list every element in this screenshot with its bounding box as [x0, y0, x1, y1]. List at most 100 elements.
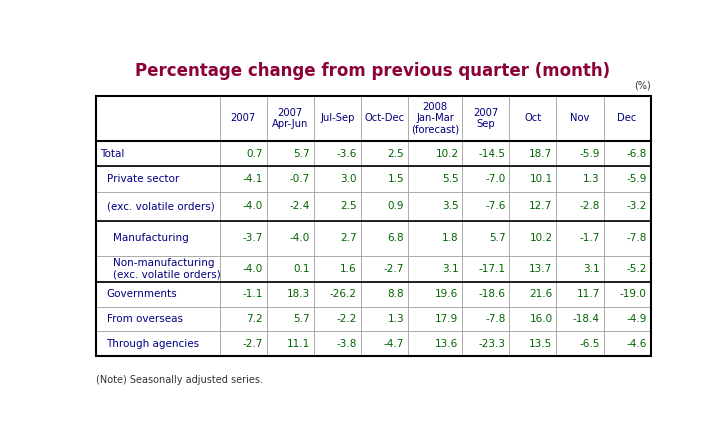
Bar	[361, 141, 408, 166]
Text: 3.1: 3.1	[442, 264, 459, 274]
Bar	[314, 166, 361, 192]
Text: -4.0: -4.0	[242, 201, 263, 211]
Text: -2.8: -2.8	[579, 201, 600, 211]
Text: Jul-Sep: Jul-Sep	[320, 113, 354, 123]
Text: -4.6: -4.6	[627, 339, 647, 349]
Bar	[97, 332, 220, 356]
Bar	[462, 166, 510, 192]
Bar	[408, 256, 462, 282]
Bar	[97, 95, 220, 141]
Text: 10.2: 10.2	[529, 233, 552, 243]
Text: -7.8: -7.8	[627, 233, 647, 243]
Bar	[603, 192, 650, 220]
Bar	[97, 220, 650, 282]
Text: 10.1: 10.1	[529, 174, 552, 184]
Text: -4.0: -4.0	[290, 233, 310, 243]
Text: 1.6: 1.6	[340, 264, 357, 274]
Bar	[266, 307, 314, 332]
Bar	[603, 307, 650, 332]
Text: 2007
Sep: 2007 Sep	[473, 108, 499, 129]
Bar	[603, 166, 650, 192]
Bar	[361, 166, 408, 192]
Text: -1.7: -1.7	[579, 233, 600, 243]
Text: 18.3: 18.3	[287, 289, 310, 299]
Bar	[462, 307, 510, 332]
Text: (Note) Seasonally adjusted series.: (Note) Seasonally adjusted series.	[97, 375, 264, 385]
Text: 13.5: 13.5	[529, 339, 552, 349]
Bar	[97, 141, 220, 166]
Bar	[266, 256, 314, 282]
Bar	[361, 256, 408, 282]
Bar	[557, 220, 603, 256]
Bar	[266, 332, 314, 356]
Bar	[220, 282, 266, 307]
Text: -3.7: -3.7	[242, 233, 263, 243]
Bar	[557, 166, 603, 192]
Bar	[510, 95, 557, 141]
Text: -4.1: -4.1	[242, 174, 263, 184]
Text: Governments: Governments	[107, 289, 177, 299]
Text: -4.9: -4.9	[627, 314, 647, 324]
Bar	[603, 256, 650, 282]
Bar	[510, 220, 557, 256]
Text: -7.8: -7.8	[485, 314, 505, 324]
Bar	[462, 256, 510, 282]
Text: -4.7: -4.7	[383, 339, 404, 349]
Text: Private sector: Private sector	[107, 174, 179, 184]
Text: 16.0: 16.0	[529, 314, 552, 324]
Text: -3.8: -3.8	[337, 339, 357, 349]
Bar	[361, 192, 408, 220]
Bar	[510, 332, 557, 356]
Text: -23.3: -23.3	[478, 339, 505, 349]
Bar	[408, 141, 462, 166]
Bar	[361, 332, 408, 356]
Bar	[408, 192, 462, 220]
Text: (%): (%)	[634, 80, 650, 90]
Text: -6.5: -6.5	[579, 339, 600, 349]
Bar	[97, 220, 220, 256]
Bar	[557, 282, 603, 307]
Text: (exc. volatile orders): (exc. volatile orders)	[107, 201, 214, 211]
Text: -26.2: -26.2	[330, 289, 357, 299]
Bar	[557, 307, 603, 332]
Text: Dec: Dec	[617, 113, 637, 123]
Bar	[510, 256, 557, 282]
Bar	[510, 192, 557, 220]
Text: 13.7: 13.7	[529, 264, 552, 274]
Bar	[462, 192, 510, 220]
Bar	[220, 307, 266, 332]
Text: -7.0: -7.0	[485, 174, 505, 184]
Text: Oct-Dec: Oct-Dec	[364, 113, 404, 123]
Text: -14.5: -14.5	[478, 148, 505, 158]
Bar	[603, 141, 650, 166]
Bar	[361, 220, 408, 256]
Text: 10.2: 10.2	[436, 148, 459, 158]
Text: Percentage change from previous quarter (month): Percentage change from previous quarter …	[134, 62, 610, 80]
Bar	[314, 332, 361, 356]
Bar	[462, 95, 510, 141]
Text: -0.7: -0.7	[290, 174, 310, 184]
Bar	[361, 307, 408, 332]
Text: 13.6: 13.6	[435, 339, 459, 349]
Bar	[462, 220, 510, 256]
Bar	[314, 141, 361, 166]
Text: 2008
Jan-Mar
(forecast): 2008 Jan-Mar (forecast)	[411, 102, 460, 135]
Text: 21.6: 21.6	[529, 289, 552, 299]
Bar	[220, 220, 266, 256]
Text: -5.9: -5.9	[627, 174, 647, 184]
Bar	[603, 220, 650, 256]
Bar	[361, 95, 408, 141]
Text: Oct: Oct	[524, 113, 542, 123]
Bar	[557, 332, 603, 356]
Bar	[408, 332, 462, 356]
Bar	[220, 192, 266, 220]
Text: 19.6: 19.6	[435, 289, 459, 299]
Text: 11.7: 11.7	[576, 289, 600, 299]
Text: -5.2: -5.2	[627, 264, 647, 274]
Bar	[510, 166, 557, 192]
Bar	[97, 95, 650, 356]
Text: 5.7: 5.7	[489, 233, 505, 243]
Text: -1.1: -1.1	[242, 289, 263, 299]
Bar	[408, 282, 462, 307]
Text: -18.4: -18.4	[573, 314, 600, 324]
